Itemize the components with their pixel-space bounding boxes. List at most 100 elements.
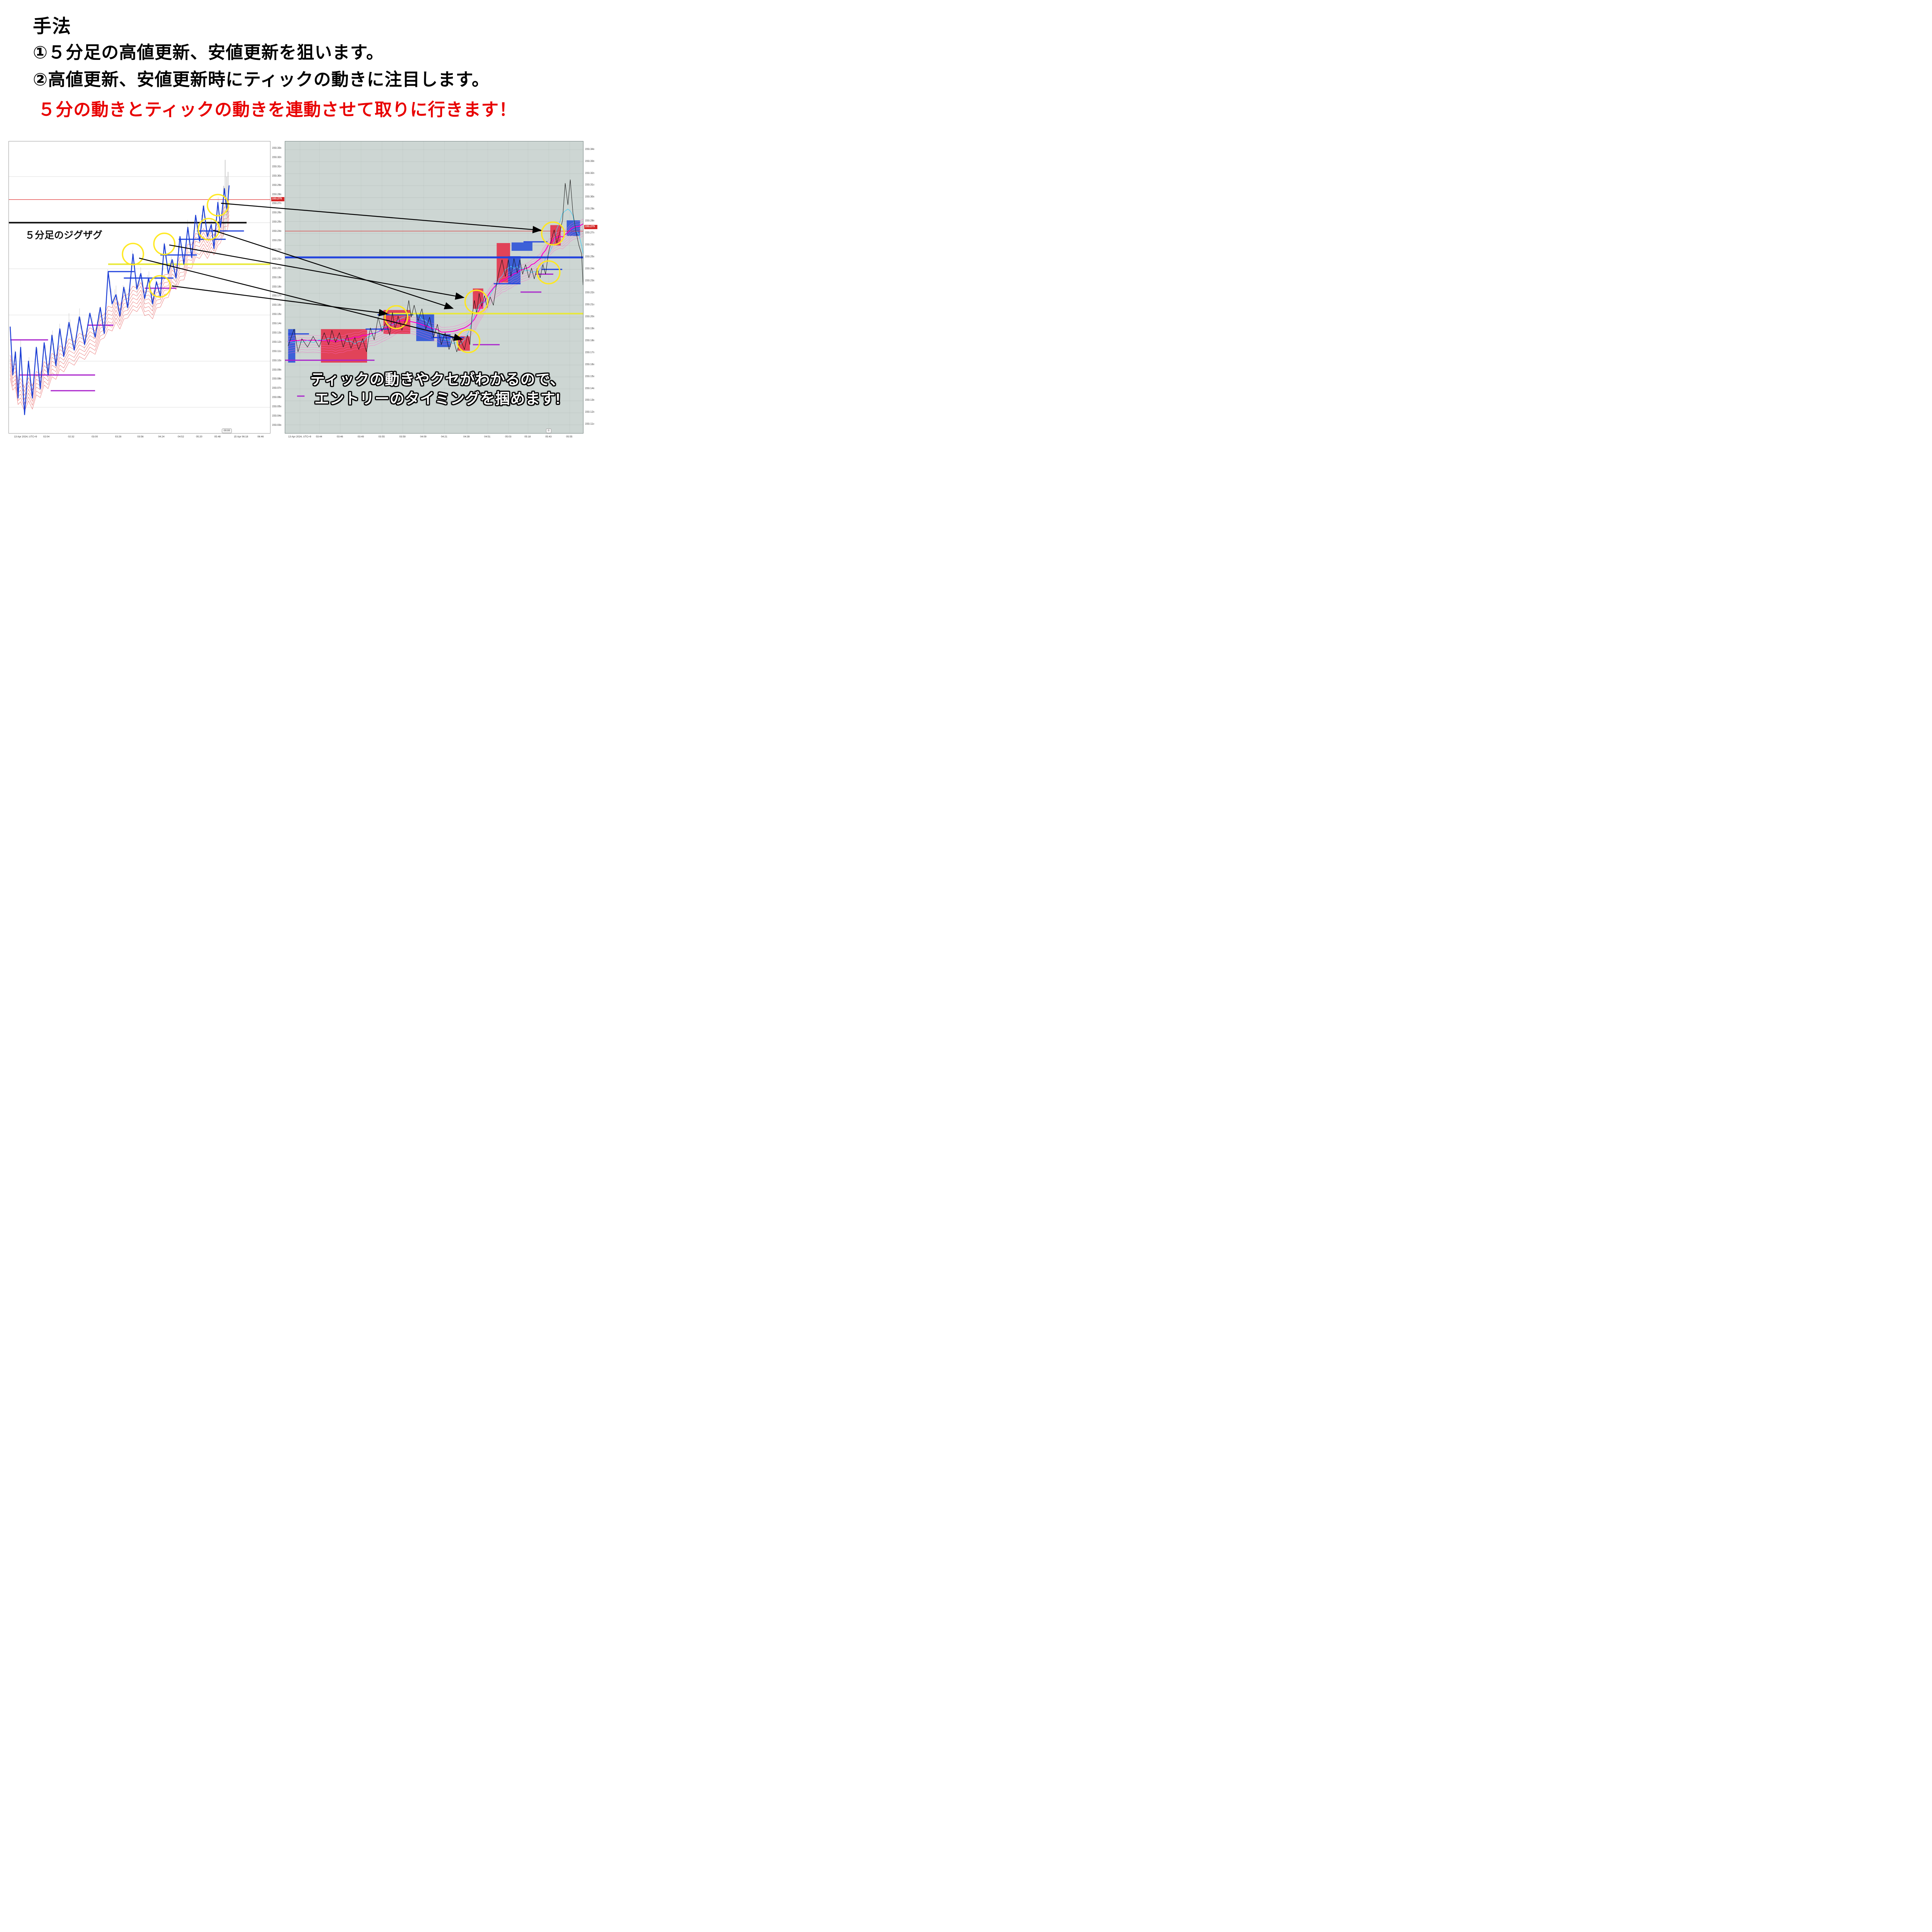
price-tick: 153.040 bbox=[272, 414, 282, 417]
price-tick: 153.240 bbox=[585, 267, 595, 270]
zigzag-label: ５分足のジグザグ bbox=[25, 228, 103, 242]
tick-caption-line2: エントリーのタイミングを掴めます! bbox=[314, 391, 561, 408]
price-tick: 153.330 bbox=[272, 147, 282, 150]
tick-price-axis: 153.340 153.330 153.320 153.310 153.300 153.2… bbox=[584, 141, 598, 434]
time-tick: 03:59 bbox=[399, 435, 406, 438]
price-tick: 153.180 bbox=[272, 285, 282, 288]
tick-time-axis: 13 Apr 2024, UTC+9 03:44 03:46 03:49 03:55 03… bbox=[285, 434, 598, 442]
price-tick: 153.060 bbox=[272, 396, 282, 399]
time-tick: 04:52 bbox=[178, 435, 184, 438]
price-tick: 153.110 bbox=[272, 350, 281, 353]
price-tick: 153.150 bbox=[585, 375, 595, 378]
price-tick: 153.160 bbox=[585, 363, 595, 366]
price-tick: 153.280 bbox=[585, 219, 595, 223]
price-tick: 153.330 bbox=[585, 160, 595, 163]
tick-caption: ティックの動きやクセがわかるので、 エントリーのタイミングを掴めます! bbox=[299, 370, 576, 409]
price-tick: 153.140 bbox=[585, 387, 595, 390]
price-tick: 153.160 bbox=[272, 304, 282, 307]
current-price-badge: 153.275 bbox=[584, 224, 597, 229]
time-tick: 02:32 bbox=[68, 435, 75, 438]
page: 手法 ①５分足の高値更新、安値更新を狙います。 ②高値更新、安値更新時にティック… bbox=[0, 0, 612, 454]
price-tick: 153.200 bbox=[585, 315, 595, 318]
time-tick: 13 Apr 2024, UTC+9 bbox=[288, 435, 311, 438]
price-tick: 153.230 bbox=[585, 279, 595, 282]
time-tick: 03:28 bbox=[115, 435, 122, 438]
price-tick: 153.250 bbox=[585, 255, 595, 259]
price-tick: 153.220 bbox=[585, 291, 595, 294]
highlight-text: ５分の動きとティックの動きを連動させて取りに行きます！ bbox=[38, 100, 517, 119]
time-tick: 04:51 bbox=[484, 435, 491, 438]
price-tick: 153.210 bbox=[585, 303, 595, 306]
method-step-2: ②高値更新、安値更新時にティックの動きに注目します。 bbox=[33, 70, 490, 89]
time-tick: 03:00 bbox=[91, 435, 98, 438]
price-tick: 153.100 bbox=[272, 359, 282, 362]
page-title: 手法 bbox=[33, 16, 72, 37]
price-tick: 153.260 bbox=[272, 211, 282, 214]
time-tick: 03:44 bbox=[316, 435, 322, 438]
price-tick: 153.120 bbox=[272, 340, 282, 344]
price-tick: 153.030 bbox=[272, 423, 282, 427]
time-tick: 05:20 bbox=[196, 435, 202, 438]
time-tick: 05:48 bbox=[214, 435, 221, 438]
price-tick: 153.290 bbox=[272, 184, 282, 187]
price-tick: 153.070 bbox=[272, 387, 282, 390]
time-tick: 05:03 bbox=[505, 435, 512, 438]
time-tick: 05:55 bbox=[566, 435, 573, 438]
price-tick: 153.280 bbox=[272, 193, 282, 196]
price-tick: 153.090 bbox=[272, 368, 282, 371]
time-marker-badge[interactable]: 00:00 bbox=[222, 429, 232, 433]
price-tick: 153.270 bbox=[272, 202, 282, 205]
time-tick: 04:21 bbox=[441, 435, 447, 438]
five-min-chart-panel: 153.330 153.320 153.310 153.300 153.290 153.2… bbox=[9, 141, 284, 443]
price-tick: 153.250 bbox=[272, 221, 282, 224]
scroll-marker-badge[interactable]: 0 bbox=[546, 429, 551, 433]
time-tick: 13 Apr 2024, UTC+9 bbox=[14, 435, 37, 438]
time-tick: 05:43 bbox=[545, 435, 552, 438]
price-tick: 153.240 bbox=[272, 230, 282, 233]
time-tick: 04:24 bbox=[158, 435, 165, 438]
price-tick: 153.150 bbox=[272, 313, 282, 316]
time-tick: 03:55 bbox=[378, 435, 385, 438]
price-tick: 153.220 bbox=[272, 248, 282, 251]
time-tick: 04:09 bbox=[420, 435, 427, 438]
time-tick: 03:46 bbox=[337, 435, 343, 438]
price-tick: 153.080 bbox=[272, 378, 282, 381]
price-tick: 153.300 bbox=[585, 196, 595, 199]
price-tick: 153.170 bbox=[272, 294, 282, 298]
price-tick: 153.130 bbox=[585, 399, 595, 402]
five-min-price-axis: 153.330 153.320 153.310 153.300 153.290 153.2… bbox=[271, 141, 284, 434]
price-tick: 153.110 bbox=[585, 423, 594, 426]
price-tick: 153.190 bbox=[585, 327, 595, 330]
price-tick: 153.260 bbox=[585, 243, 595, 247]
price-tick: 153.170 bbox=[585, 351, 595, 354]
time-tick: 15 Apr 06:18 bbox=[234, 435, 248, 438]
time-tick: 04:39 bbox=[463, 435, 470, 438]
time-tick: 05:18 bbox=[524, 435, 531, 438]
price-tick: 153.200 bbox=[272, 267, 282, 270]
time-tick: 02:04 bbox=[43, 435, 50, 438]
price-tick: 153.320 bbox=[272, 156, 282, 159]
current-price-badge: 153.275 bbox=[271, 197, 284, 201]
price-tick: 153.210 bbox=[272, 257, 282, 260]
five-min-time-axis: 13 Apr 2024, UTC+9 02:04 02:32 03:00 03:28 03… bbox=[9, 434, 284, 442]
price-tick: 153.130 bbox=[272, 331, 282, 334]
price-tick: 153.140 bbox=[272, 322, 282, 325]
price-tick: 153.340 bbox=[585, 148, 595, 151]
price-tick: 153.190 bbox=[272, 276, 282, 279]
time-tick: 06:46 bbox=[257, 435, 264, 438]
price-tick: 153.300 bbox=[272, 174, 282, 177]
time-tick: 03:49 bbox=[357, 435, 364, 438]
price-tick: 153.310 bbox=[585, 184, 595, 187]
price-tick: 153.270 bbox=[585, 231, 595, 235]
method-step-1: ①５分足の高値更新、安値更新を狙います。 bbox=[33, 43, 384, 62]
price-tick: 153.050 bbox=[272, 405, 282, 408]
price-tick: 153.120 bbox=[585, 411, 595, 414]
time-tick: 03:56 bbox=[137, 435, 144, 438]
price-tick: 153.320 bbox=[585, 172, 595, 175]
tick-caption-line1: ティックの動きやクセがわかるので、 bbox=[310, 372, 565, 388]
price-tick: 153.290 bbox=[585, 207, 595, 211]
price-tick: 153.310 bbox=[272, 165, 282, 168]
five-min-chart-plot[interactable] bbox=[9, 141, 270, 434]
price-tick: 153.180 bbox=[585, 339, 595, 342]
price-tick: 153.230 bbox=[272, 239, 282, 242]
